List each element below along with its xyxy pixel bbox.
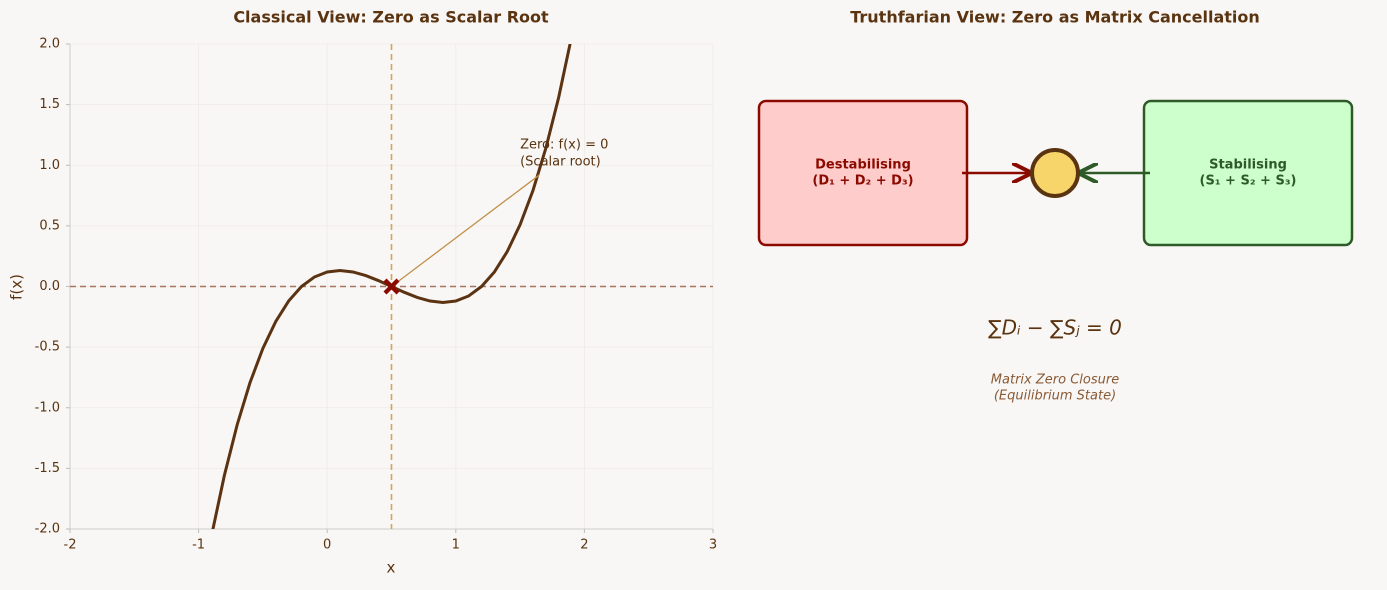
x-tick-label: 2 bbox=[580, 538, 588, 553]
diagram-title: Truthfarian View: Zero as Matrix Cancell… bbox=[850, 8, 1260, 27]
equilibrium-node bbox=[1030, 148, 1080, 198]
x-tick-label: -2 bbox=[64, 538, 77, 553]
box-label: (S₁ + S₂ + S₃) bbox=[1200, 174, 1297, 189]
y-tick-label: -1.5 bbox=[35, 461, 60, 476]
y-tick-label: 0.5 bbox=[39, 218, 60, 233]
y-tick-label: 0.0 bbox=[39, 279, 60, 294]
annotation: (Scalar root) bbox=[520, 155, 601, 170]
annotation-arrow bbox=[391, 174, 540, 288]
x-tick-label: 0 bbox=[323, 538, 331, 553]
box-label: Stabilising bbox=[1209, 158, 1287, 173]
box-label: Destabilising bbox=[815, 158, 911, 173]
y-axis-label: f(x) bbox=[8, 274, 26, 300]
y-tick-label: -2.0 bbox=[35, 522, 60, 537]
diagram: Truthfarian View: Zero as Matrix Cancell… bbox=[757, 8, 1354, 404]
chart-title: Classical View: Zero as Scalar Root bbox=[233, 8, 549, 27]
caption: (Equilibrium State) bbox=[994, 389, 1116, 404]
zero-marker bbox=[383, 278, 400, 295]
x-tick-label: 1 bbox=[452, 538, 460, 553]
x-axis-label: x bbox=[387, 559, 396, 577]
annotation: Zero: f(x) = 0 bbox=[520, 138, 608, 153]
y-tick-label: -1.0 bbox=[35, 400, 60, 415]
box-label: (D₁ + D₂ + D₃) bbox=[812, 174, 913, 189]
y-tick-label: 2.0 bbox=[39, 37, 60, 52]
y-tick-label: 1.0 bbox=[39, 158, 60, 173]
x-tick-label: 3 bbox=[709, 538, 717, 553]
y-tick-label: 1.5 bbox=[39, 97, 60, 112]
caption: Matrix Zero Closure bbox=[991, 373, 1119, 388]
x-tick-label: -1 bbox=[192, 538, 205, 553]
plot: -2.0 -1.5 -1.0 -0.5 0.0 0.5 1.0 1.5 2.0 -2 -1 0 1 2 3 Z… bbox=[35, 37, 718, 553]
y-tick-label: -0.5 bbox=[35, 340, 60, 355]
equation: ∑Dᵢ − ∑Sⱼ = 0 bbox=[988, 316, 1122, 340]
